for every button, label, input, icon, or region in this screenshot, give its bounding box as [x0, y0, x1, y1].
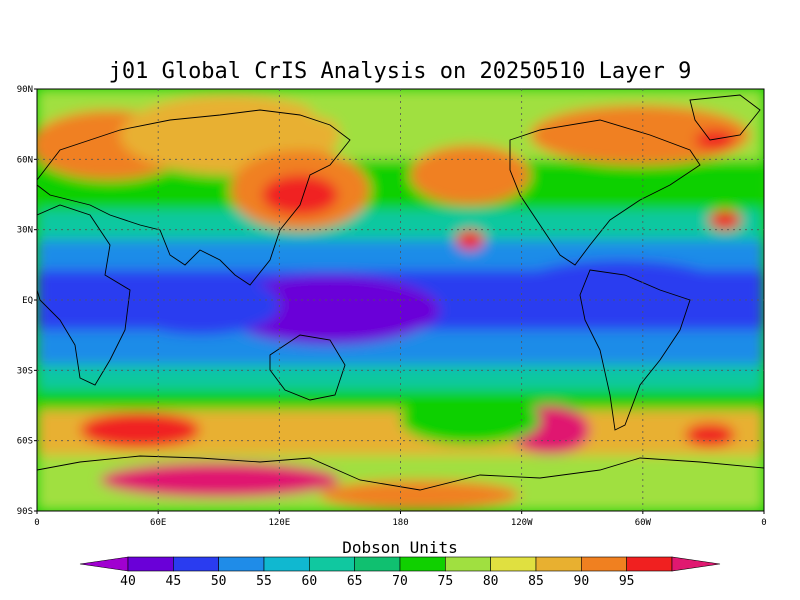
lat-tick-label: 90S: [17, 507, 33, 517]
colorbar-label: Dobson Units: [342, 538, 458, 557]
blob-indian-blue: [120, 275, 280, 335]
blob-tropical-purple: [220, 275, 440, 345]
colorbar-arrow-low: [79, 556, 129, 572]
colorbar-tick-label: 85: [528, 574, 544, 589]
blob-atlantic-blue: [510, 260, 730, 320]
blob-eastasia-red: [262, 175, 338, 215]
lon-tick-label: 60E: [150, 518, 166, 528]
blob-s-green: [400, 395, 540, 445]
coast-africa: [37, 204, 131, 386]
lon-tick-label: 60W: [635, 518, 652, 528]
colorbar-arrow-high: [671, 556, 721, 572]
colorbar-box: [127, 556, 174, 572]
lon-tick-label: 0: [761, 518, 766, 528]
colorbar: 40 45 50 55 60 65 70 75 80 85 90 95: [79, 556, 721, 589]
blob-s-indian-red: [80, 412, 200, 448]
coast-greenland: [689, 94, 761, 141]
blob-antarctic-red: [100, 462, 340, 498]
lat-tick-label: 30S: [17, 366, 33, 376]
colorbar-box: [445, 556, 491, 572]
coastlines: [37, 94, 764, 491]
coast-south-america: [579, 269, 691, 431]
lat-tick-label: EQ: [22, 296, 33, 306]
lon-tick-label: 0: [34, 518, 39, 528]
blob-s-atlantic-red: [685, 423, 735, 447]
lon-tick-label: 120W: [511, 518, 533, 528]
lon-tick-label: 180: [392, 518, 408, 528]
coast-australia: [269, 334, 346, 401]
coast-eurasia: [37, 109, 351, 286]
map-title: j01 Global CrIS Analysis on 20250510 Lay…: [109, 59, 692, 84]
colorbar-tick-label: 70: [392, 574, 408, 589]
colorbar-box: [581, 556, 627, 572]
lat-tick-label: 30N: [17, 226, 33, 236]
lat-tick-label: 90N: [17, 85, 33, 95]
colorbar-box: [535, 556, 582, 572]
colorbar-box: [173, 556, 219, 572]
colorbar-tick-label: 75: [438, 574, 454, 589]
colorbar-box: [626, 556, 673, 572]
colorbar-tick-label: 55: [256, 574, 272, 589]
blob-atlantic-red: [709, 210, 741, 230]
blob-antarctic-orange: [320, 480, 520, 510]
lat-tick-label: 60S: [17, 437, 33, 447]
colorbar-tick-label: 40: [120, 574, 136, 589]
colorbar-tick-label: 60: [302, 574, 318, 589]
colorbar-box: [218, 556, 265, 572]
colorbar-box: [309, 556, 355, 572]
colorbar-box: [263, 556, 310, 572]
graticule: [37, 89, 764, 511]
blob-pacific-n-orange: [410, 145, 530, 205]
colorbar-box: [354, 556, 401, 572]
lat-tick-label: 60N: [17, 155, 33, 165]
colorbar-box: [399, 556, 446, 572]
coast-north-america: [509, 119, 701, 266]
colorbar-tick-label: 95: [619, 574, 635, 589]
lon-tick-label: 120E: [268, 518, 290, 528]
colorbar-box: [490, 556, 537, 572]
blob-pacific-red: [456, 230, 484, 250]
coast-antarctica: [37, 455, 764, 491]
colorbar-tick-label: 65: [347, 574, 363, 589]
colorbar-tick-label: 90: [574, 574, 590, 589]
blob-arctic-green: [310, 92, 550, 128]
colorbar-tick-label: 45: [166, 574, 182, 589]
colorbar-tick-label: 80: [483, 574, 499, 589]
blob-canada-red: [695, 130, 735, 150]
colorbar-tick-label: 50: [211, 574, 227, 589]
